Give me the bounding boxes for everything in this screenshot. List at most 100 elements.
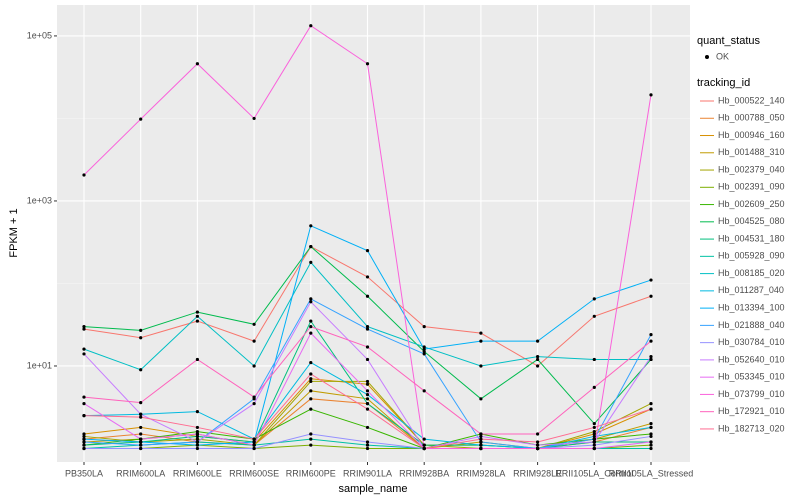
data-point: [252, 116, 256, 121]
data-point: [252, 437, 256, 441]
data-point: [195, 437, 199, 441]
legend-label: Hb_172921_010: [718, 406, 785, 416]
data-point: [592, 422, 596, 426]
data-point: [592, 443, 596, 447]
data-point: [422, 446, 426, 451]
x-tick-label: RRII105LA_Stressed: [609, 468, 694, 478]
legend-label: Hb_000946_160: [718, 130, 785, 140]
data-point: [195, 425, 199, 430]
data-point: [422, 437, 426, 441]
data-point: [309, 397, 313, 401]
data-point: [252, 339, 256, 343]
legend-label: OK: [716, 51, 729, 61]
legend-title: tracking_id: [697, 77, 750, 89]
data-point: [365, 62, 370, 66]
data-point: [195, 314, 199, 318]
data-point: [592, 446, 596, 451]
data-point: [309, 331, 313, 335]
data-point: [252, 446, 256, 451]
data-point: [139, 437, 143, 441]
data-point: [365, 446, 370, 451]
data-point: [479, 339, 483, 343]
data-point: [139, 400, 143, 405]
data-point: [82, 347, 86, 351]
data-point: [195, 319, 199, 323]
y-axis-title: FPKM + 1: [8, 208, 20, 257]
data-point: [365, 294, 370, 298]
data-point: [309, 224, 313, 228]
legend-label: Hb_002609_250: [718, 199, 785, 209]
data-point: [365, 392, 370, 397]
data-point: [536, 432, 540, 436]
data-point: [422, 443, 426, 447]
legend-label: Hb_052640_010: [718, 354, 785, 364]
data-point: [82, 443, 86, 447]
data-point: [592, 357, 596, 362]
data-point: [195, 440, 199, 444]
data-point: [649, 432, 653, 436]
data-point: [479, 443, 483, 447]
data-point: [365, 379, 370, 384]
data-point: [536, 446, 540, 451]
data-point: [309, 432, 313, 436]
data-point: [479, 364, 483, 368]
legend-label: Hb_073799_010: [718, 389, 785, 399]
data-point: [309, 244, 313, 249]
data-point: [82, 325, 86, 329]
data-point: [536, 357, 540, 362]
data-point: [422, 352, 426, 356]
data-point: [365, 327, 370, 331]
data-point: [479, 437, 483, 441]
data-point: [139, 443, 143, 447]
data-point: [252, 443, 256, 447]
data-point: [309, 360, 313, 365]
data-point: [649, 443, 653, 447]
data-point: [479, 446, 483, 451]
data-point: [649, 407, 653, 411]
x-tick-label: RRIM928LA: [456, 468, 505, 478]
data-point: [592, 432, 596, 436]
data-point: [139, 368, 143, 372]
legend-point: [705, 55, 709, 59]
legend-label: Hb_011287_040: [718, 285, 784, 295]
legend-label: Hb_008185_020: [718, 268, 785, 278]
x-tick-label: RRIM928LE: [513, 468, 562, 478]
data-point: [365, 407, 370, 411]
data-point: [649, 425, 653, 430]
x-tick-label: RRIM600SE: [229, 468, 279, 478]
legend-label: Hb_182713_020: [718, 423, 785, 433]
data-point: [139, 446, 143, 451]
data-point: [139, 415, 143, 419]
legend-label: Hb_001488_310: [718, 147, 785, 157]
data-point: [649, 357, 653, 362]
data-point: [649, 354, 653, 359]
data-point: [195, 62, 199, 66]
data-point: [309, 325, 313, 329]
data-point: [309, 389, 313, 393]
data-point: [479, 331, 483, 335]
data-point: [592, 430, 596, 434]
legend-title: quant_status: [697, 35, 760, 47]
data-point: [309, 379, 313, 384]
data-point: [649, 422, 653, 426]
data-point: [82, 327, 86, 331]
data-point: [309, 300, 313, 304]
legend-label: Hb_004525_080: [718, 216, 785, 226]
data-point: [479, 434, 483, 439]
data-point: [649, 446, 653, 451]
data-point: [592, 434, 596, 439]
data-point: [252, 395, 256, 399]
data-point: [309, 260, 313, 265]
legend-label: Hb_013394_100: [718, 302, 785, 312]
data-point: [309, 319, 313, 323]
data-point: [422, 349, 426, 354]
data-point: [649, 402, 653, 406]
legend-label: Hb_000522_140: [718, 95, 785, 105]
legend-label: Hb_004531_180: [718, 233, 785, 243]
data-point: [592, 385, 596, 390]
data-point: [479, 397, 483, 401]
data-point: [592, 440, 596, 444]
data-point: [536, 440, 540, 444]
y-tick-label: 1e+03: [27, 195, 52, 205]
